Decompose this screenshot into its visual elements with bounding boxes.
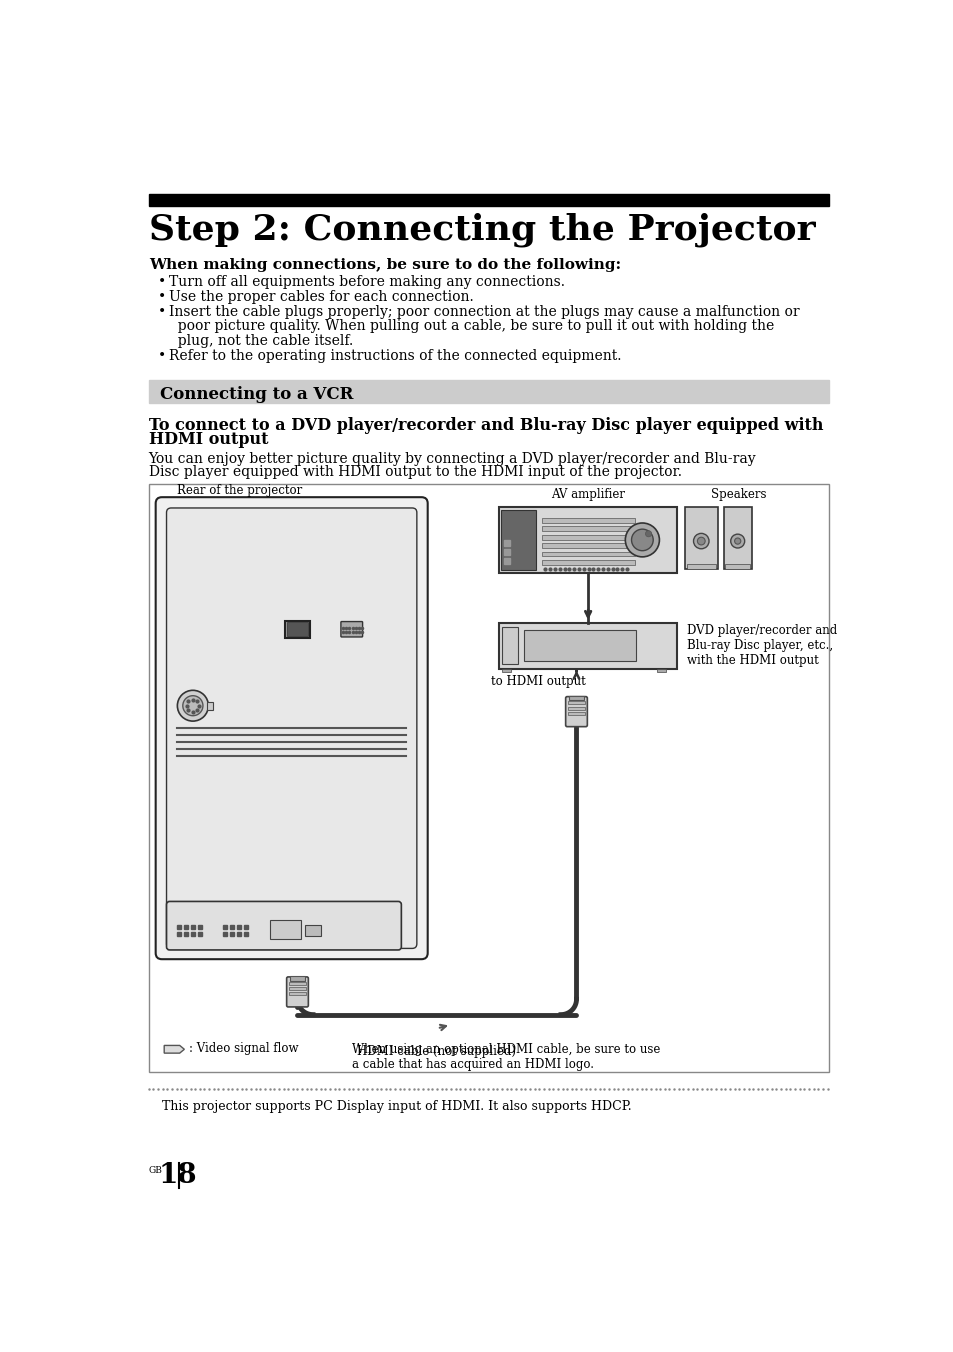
Bar bbox=[724, 564, 749, 569]
Text: GB: GB bbox=[149, 1167, 162, 1175]
Text: Use the proper cables for each connection.: Use the proper cables for each connectio… bbox=[169, 291, 473, 304]
Text: Speakers: Speakers bbox=[711, 488, 766, 502]
Text: Insert the cable plugs properly; poor connection at the plugs may cause a malfun: Insert the cable plugs properly; poor co… bbox=[169, 304, 799, 319]
Bar bbox=[305, 925, 320, 936]
Circle shape bbox=[183, 696, 203, 715]
FancyBboxPatch shape bbox=[286, 977, 308, 1007]
Text: Step 2: Connecting the Projector: Step 2: Connecting the Projector bbox=[149, 212, 815, 247]
Text: : Video signal flow: : Video signal flow bbox=[189, 1042, 298, 1055]
Text: to HDMI output: to HDMI output bbox=[491, 675, 585, 688]
FancyBboxPatch shape bbox=[155, 498, 427, 959]
Bar bbox=[501, 627, 517, 664]
Text: HDMI: HDMI bbox=[281, 642, 305, 650]
Circle shape bbox=[734, 538, 740, 544]
Text: plug, not the cable itself.: plug, not the cable itself. bbox=[169, 334, 353, 347]
FancyBboxPatch shape bbox=[167, 902, 401, 950]
Bar bbox=[287, 622, 307, 637]
Text: AV amplifier: AV amplifier bbox=[551, 488, 624, 502]
Circle shape bbox=[624, 523, 659, 557]
Text: INPUT: INPUT bbox=[253, 642, 274, 649]
Bar bbox=[289, 992, 306, 995]
Text: Rear of the projector: Rear of the projector bbox=[177, 484, 302, 498]
Bar bbox=[568, 696, 583, 700]
Bar bbox=[290, 976, 305, 980]
Bar bbox=[289, 987, 306, 990]
Polygon shape bbox=[164, 1045, 184, 1053]
FancyBboxPatch shape bbox=[565, 696, 587, 726]
Circle shape bbox=[697, 537, 704, 545]
Text: •: • bbox=[158, 349, 166, 362]
Bar bbox=[498, 623, 677, 669]
Bar bbox=[567, 713, 584, 715]
Text: UT A: UT A bbox=[262, 642, 280, 650]
Bar bbox=[686, 564, 716, 569]
Text: 18: 18 bbox=[158, 1163, 197, 1188]
Bar bbox=[541, 535, 634, 539]
Text: Turn off all equipments before making any connections.: Turn off all equipments before making an… bbox=[169, 276, 564, 289]
Bar bbox=[149, 380, 828, 403]
Bar bbox=[684, 507, 717, 569]
Bar bbox=[498, 507, 677, 573]
Text: DVD player/recorder and
Blu-ray Disc player, etc.,
with the HDMI output: DVD player/recorder and Blu-ray Disc pla… bbox=[686, 625, 836, 668]
Text: Disc player equipped with HDMI output to the HDMI input of the projector.: Disc player equipped with HDMI output to… bbox=[149, 465, 681, 479]
Text: This projector supports PC Display input of HDMI. It also supports HDCP.: This projector supports PC Display input… bbox=[162, 1101, 631, 1113]
Bar bbox=[207, 702, 213, 710]
Bar bbox=[501, 669, 511, 672]
Bar bbox=[657, 669, 666, 672]
Text: •: • bbox=[158, 291, 166, 304]
Text: •: • bbox=[158, 276, 166, 289]
Bar bbox=[270, 919, 301, 940]
Bar bbox=[567, 702, 584, 704]
FancyBboxPatch shape bbox=[167, 508, 416, 948]
Text: poor picture quality. When pulling out a cable, be sure to pull it out with hold: poor picture quality. When pulling out a… bbox=[169, 319, 773, 334]
Text: HDMI output: HDMI output bbox=[149, 431, 268, 448]
Bar bbox=[289, 982, 306, 984]
Bar bbox=[541, 526, 634, 531]
Text: You can enjoy better picture quality by connecting a DVD player/recorder and Blu: You can enjoy better picture quality by … bbox=[149, 452, 756, 465]
Text: HDMI cable (not supplied): HDMI cable (not supplied) bbox=[357, 1045, 516, 1059]
Bar bbox=[523, 630, 636, 661]
Circle shape bbox=[730, 534, 744, 548]
Bar bbox=[723, 507, 751, 569]
Circle shape bbox=[631, 529, 653, 550]
Bar bbox=[541, 560, 634, 565]
Text: Refer to the operating instructions of the connected equipment.: Refer to the operating instructions of t… bbox=[169, 349, 620, 362]
Bar bbox=[541, 552, 634, 557]
Text: When using an optional HDMI cable, be sure to use
a cable that has acquired an H: When using an optional HDMI cable, be su… bbox=[352, 1044, 659, 1071]
Circle shape bbox=[177, 691, 208, 721]
Bar bbox=[541, 518, 634, 523]
Text: •: • bbox=[158, 304, 166, 319]
Text: When making connections, be sure to do the following:: When making connections, be sure to do t… bbox=[149, 258, 620, 273]
Text: Connecting to a VCR: Connecting to a VCR bbox=[159, 385, 353, 403]
Bar bbox=[567, 707, 584, 710]
Bar bbox=[149, 484, 828, 1072]
Circle shape bbox=[645, 531, 651, 537]
Circle shape bbox=[693, 534, 708, 549]
Text: To connect to a DVD player/recorder and Blu-ray Disc player equipped with: To connect to a DVD player/recorder and … bbox=[149, 418, 822, 434]
Text: SERVICE: SERVICE bbox=[355, 642, 387, 650]
Bar bbox=[541, 544, 634, 548]
Polygon shape bbox=[285, 621, 310, 638]
FancyBboxPatch shape bbox=[340, 622, 362, 637]
Bar bbox=[149, 193, 828, 206]
Bar bbox=[500, 510, 536, 569]
